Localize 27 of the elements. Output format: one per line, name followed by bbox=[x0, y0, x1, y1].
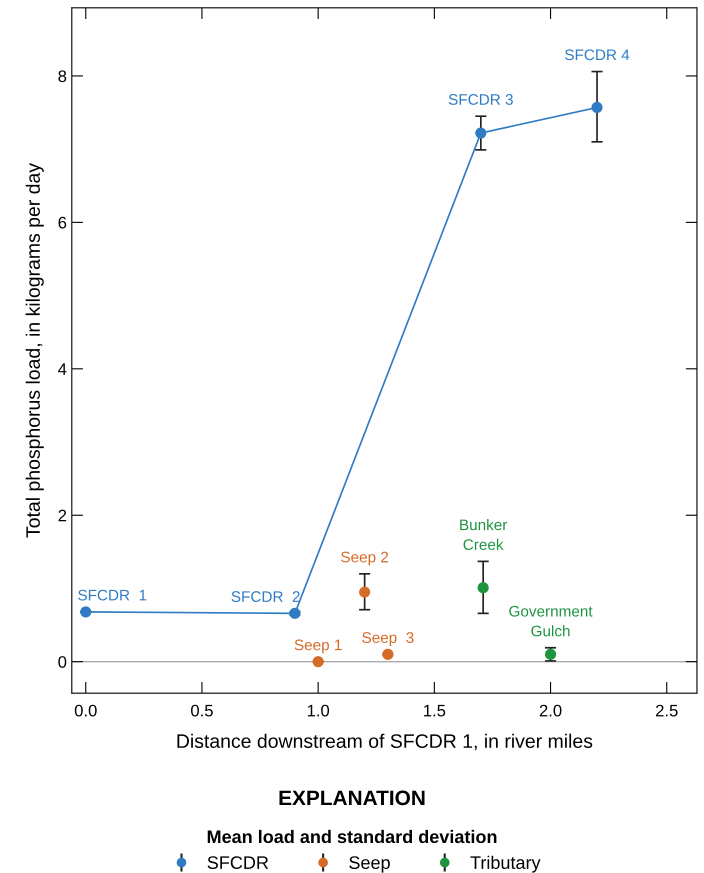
annotation: SFCDR 2 bbox=[232, 591, 300, 602]
annotation: SFCDR 4 bbox=[565, 49, 630, 60]
y-tick-label: 4 bbox=[58, 363, 66, 375]
y-tick-label: 0 bbox=[58, 656, 66, 668]
x-tick-label: 2.5 bbox=[656, 704, 678, 717]
x-tick-label: 0.0 bbox=[74, 704, 97, 717]
annotation: SFCDR 1 bbox=[78, 590, 146, 601]
annotation: Seep 3 bbox=[362, 632, 414, 646]
x-tick-label: 1.5 bbox=[424, 704, 446, 717]
annotation: Seep 2 bbox=[341, 552, 388, 566]
y-tick-label: 6 bbox=[58, 216, 66, 229]
y-tick-label: 8 bbox=[58, 70, 66, 82]
y-axis-title: Total phosphorus load, in kilograms per day bbox=[26, 163, 44, 538]
annotation: SFCDR 3 bbox=[448, 94, 513, 105]
annotation: Government Gulch bbox=[509, 606, 592, 636]
y-tick-label: 2 bbox=[58, 510, 66, 522]
x-axis-title: Distance downstream of SFCDR 1, in river miles bbox=[177, 734, 592, 750]
legend-label: SFCDR bbox=[208, 856, 268, 870]
annotation: Seep 1 bbox=[294, 640, 342, 654]
x-tick-label: 0.5 bbox=[191, 704, 213, 717]
legend-title: Mean load and standard deviation bbox=[208, 830, 496, 844]
text: EXPLANATION bbox=[280, 790, 424, 806]
annotation: Bunker Creek bbox=[460, 519, 508, 550]
legend-label: Tributary bbox=[470, 856, 541, 873]
legend-label: Seep bbox=[349, 856, 390, 873]
x-tick-label: 2.0 bbox=[540, 704, 562, 717]
x-tick-label: 1.0 bbox=[308, 704, 330, 717]
